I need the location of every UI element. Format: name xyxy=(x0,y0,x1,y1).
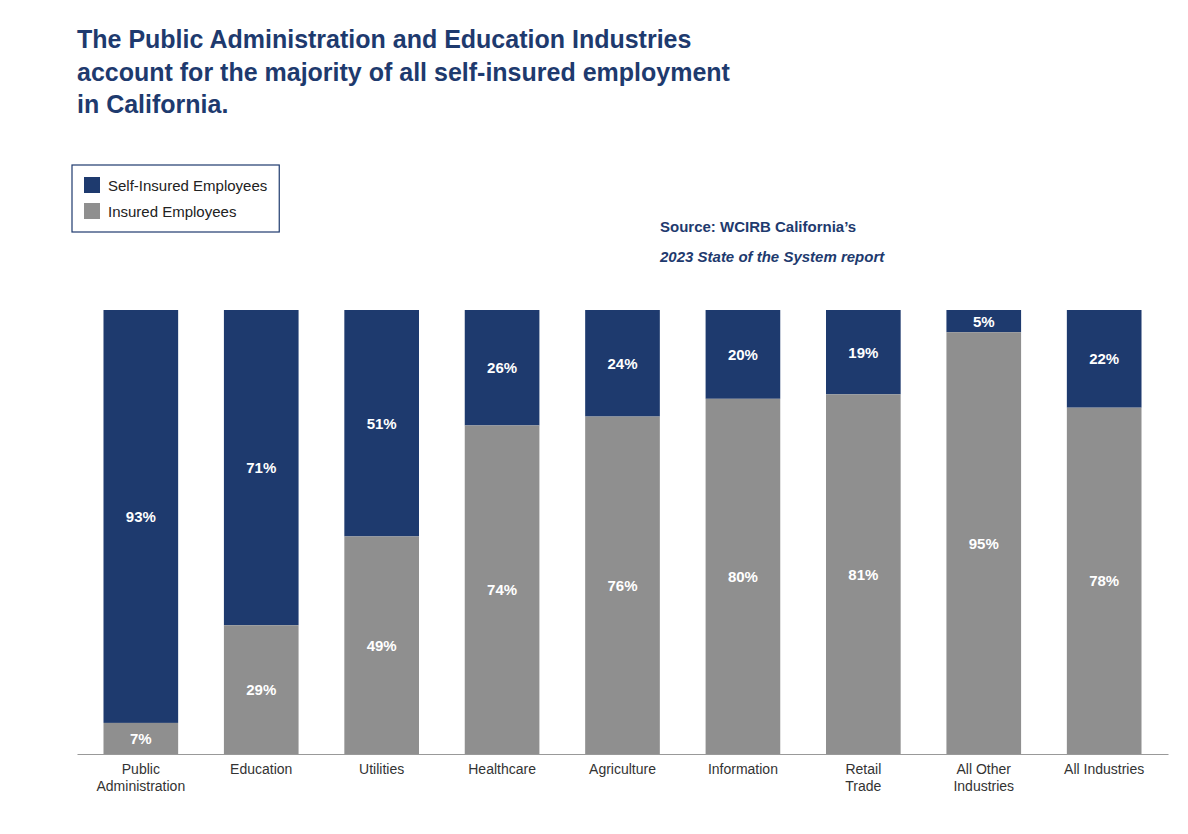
x-tick-label: Utilities xyxy=(359,761,404,777)
x-tick-label-line: Public xyxy=(122,761,160,777)
data-label: 20% xyxy=(728,346,758,363)
bar xyxy=(224,625,299,754)
data-label: 81% xyxy=(848,566,878,583)
data-label: 93% xyxy=(126,508,156,525)
title-line: in California. xyxy=(77,90,228,118)
data-label: 76% xyxy=(607,577,637,594)
bar xyxy=(1067,408,1142,754)
bar xyxy=(344,536,419,754)
x-tick: Healthcare xyxy=(468,761,536,777)
data-label: 7% xyxy=(130,730,152,747)
bar xyxy=(344,310,419,536)
x-tick: Utilities xyxy=(359,761,404,777)
x-tick-label-line: Administration xyxy=(96,778,185,794)
bar xyxy=(826,310,901,394)
x-tick: PublicAdministration xyxy=(96,761,185,794)
legend-items: Self-Insured Employees Insured Employees xyxy=(84,177,267,220)
data-label: 29% xyxy=(246,681,276,698)
bar xyxy=(465,425,540,754)
x-tick-label-line: All Industries xyxy=(1064,761,1144,777)
x-tick-label: RetailTrade xyxy=(845,761,881,794)
x-tick: Agriculture xyxy=(589,761,656,777)
legend: Self-Insured Employees Insured Employees xyxy=(72,165,279,232)
bar xyxy=(224,310,299,625)
x-tick-label-line: Utilities xyxy=(359,761,404,777)
x-tick: Information xyxy=(708,761,778,777)
x-axis: PublicAdministration Education Utilities He… xyxy=(78,755,1169,794)
data-label: 19% xyxy=(848,344,878,361)
data-label: 95% xyxy=(969,535,999,552)
legend-box xyxy=(72,165,279,232)
data-label: 80% xyxy=(728,568,758,585)
chart: The Public Administration and Education … xyxy=(0,0,1188,834)
x-tick-label-line: Education xyxy=(230,761,292,777)
bar xyxy=(826,394,901,754)
data-label: 26% xyxy=(487,359,517,376)
annotation: 2023 State of the System report xyxy=(659,248,885,265)
data-label: 49% xyxy=(367,637,397,654)
legend-item: Self-Insured Employees xyxy=(84,177,267,194)
legend-swatch xyxy=(84,177,100,193)
x-tick: All Industries xyxy=(1064,761,1144,777)
title: The Public Administration and Education … xyxy=(77,25,731,118)
legend-label: Insured Employees xyxy=(108,203,236,220)
x-tick-label: Information xyxy=(708,761,778,777)
bar xyxy=(1067,310,1142,408)
bar xyxy=(706,310,781,399)
x-tick-label-line: Agriculture xyxy=(589,761,656,777)
title-line: account for the majority of all self-ins… xyxy=(77,58,731,86)
x-tick-label: Agriculture xyxy=(589,761,656,777)
bar xyxy=(103,723,178,754)
bar xyxy=(946,332,1021,754)
x-tick-label: All OtherIndustries xyxy=(953,761,1014,794)
x-tick-label: PublicAdministration xyxy=(96,761,185,794)
data-label: 22% xyxy=(1089,350,1119,367)
legend-label: Self-Insured Employees xyxy=(108,177,267,194)
bar xyxy=(103,310,178,723)
x-tick: All OtherIndustries xyxy=(953,761,1014,794)
x-tick-label: Healthcare xyxy=(468,761,536,777)
x-axis-line xyxy=(78,754,1169,755)
x-tick: RetailTrade xyxy=(845,761,881,794)
x-tick-label-line: Information xyxy=(708,761,778,777)
bar xyxy=(465,310,540,425)
x-tick-label: Education xyxy=(230,761,292,777)
bars xyxy=(103,310,1141,754)
legend-swatch xyxy=(84,203,100,219)
series xyxy=(103,332,1141,754)
data-label: 24% xyxy=(607,355,637,372)
x-tick-label-line: Industries xyxy=(953,778,1014,794)
x-tick-label: All Industries xyxy=(1064,761,1144,777)
x-tick-label-line: Trade xyxy=(845,778,881,794)
bar xyxy=(706,399,781,754)
x-tick: Education xyxy=(230,761,292,777)
x-tick-label-line: Retail xyxy=(845,761,881,777)
data-label: 78% xyxy=(1089,572,1119,589)
x-tick-label-line: All Other xyxy=(957,761,1012,777)
data-labels: 93% 71% 51% 26% 24% 20% 19% 5% 22% 7% 29% 49% 74% 76%… xyxy=(126,313,1119,747)
data-label: 74% xyxy=(487,581,517,598)
bar xyxy=(585,310,660,417)
legend-item: Insured Employees xyxy=(84,203,236,220)
bar xyxy=(585,417,660,754)
data-label: 51% xyxy=(367,415,397,432)
data-label: 71% xyxy=(246,459,276,476)
data-label: 5% xyxy=(973,313,995,330)
title-line: The Public Administration and Education … xyxy=(77,25,691,53)
x-tick-label-line: Healthcare xyxy=(468,761,536,777)
bar xyxy=(946,310,1021,332)
annotation: Source: WCIRB California’s xyxy=(660,218,856,235)
